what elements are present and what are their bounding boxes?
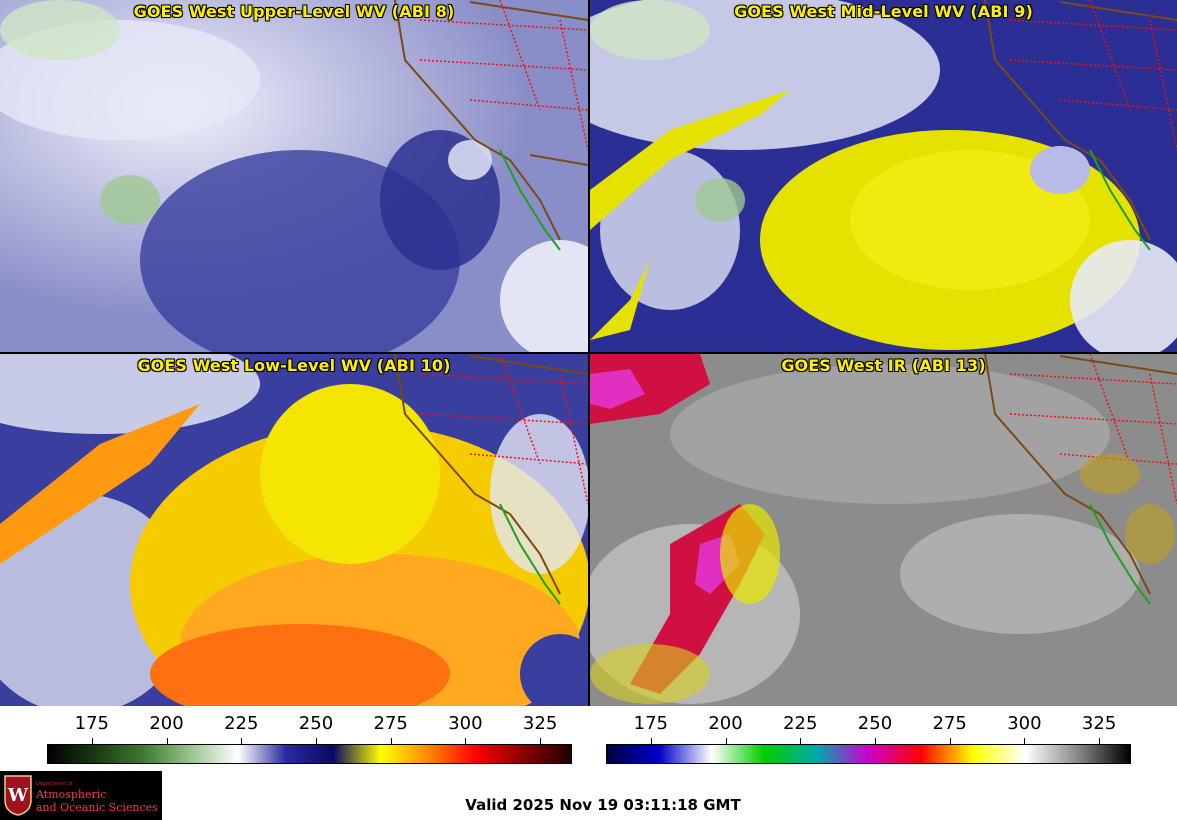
ir-image	[590, 354, 1177, 706]
colorbar-tick-label: 250	[857, 713, 893, 734]
colorbar-tick-mark	[874, 738, 876, 744]
colorbar-tick-mark	[949, 738, 951, 744]
panel-ir: GOES West IR (ABI 13)	[590, 354, 1177, 706]
colorbar-tick-label: 225	[224, 713, 259, 734]
colorbar-tick-mark	[1099, 738, 1101, 744]
logo-line-2: and Oceanic Sciences	[36, 801, 158, 814]
colorbar-tick-label: 300	[1007, 713, 1042, 734]
wv-colorbar: 175 200 225 250 275 300 325	[47, 713, 572, 765]
ir-colorbar: 175 200 225 250 275 300 325	[606, 713, 1131, 765]
logo-line-1: Atmospheric	[36, 788, 107, 801]
colorbar-tick-label: 325	[1081, 713, 1117, 734]
colorbar-tick-mark	[650, 738, 652, 744]
colorbar-tick-mark	[315, 738, 317, 744]
panel-title: GOES West IR (ABI 13)	[781, 356, 986, 375]
colorbar-tick-label: 275	[373, 713, 408, 734]
colorbar-tick-label: 175	[74, 713, 110, 734]
colorbar-tick-label: 325	[522, 713, 558, 734]
valid-time: Valid 2025 Nov 19 03:11:18 GMT	[465, 796, 741, 814]
colorbar-tick-label: 225	[783, 713, 818, 734]
wv-colorbar-gradient	[47, 744, 572, 764]
logo-department-text: Department of	[36, 781, 73, 787]
low-level-wv-image	[0, 354, 588, 706]
ir-colorbar-gradient	[606, 744, 1131, 764]
panel-title: GOES West Upper-Level WV (ABI 8)	[133, 2, 455, 21]
colorbar-tick-label: 200	[708, 713, 743, 734]
colorbar-tick-mark	[91, 738, 93, 744]
colorbar-tick-mark	[390, 738, 392, 744]
ir-colorbar-ticks: 175 200 225 250 275 300 325	[606, 713, 1131, 744]
colorbar-tick-label: 200	[149, 713, 184, 734]
colorbar-tick-label: 300	[448, 713, 483, 734]
colorbar-tick-mark	[1024, 738, 1026, 744]
colorbar-tick-mark	[465, 738, 467, 744]
colorbar-tick-mark	[166, 738, 168, 744]
upper-level-wv-image	[0, 0, 588, 352]
colorbar-tick-mark	[540, 738, 542, 744]
panel-upper-level-wv: GOES West Upper-Level WV (ABI 8)	[0, 0, 588, 352]
panel-title: GOES West Mid-Level WV (ABI 9)	[734, 2, 1033, 21]
svg-text:W: W	[7, 785, 29, 806]
colorbar-tick-label: 275	[932, 713, 967, 734]
aos-logo: W Department of Atmospheric and Oceanic …	[0, 771, 162, 820]
mid-level-wv-image	[590, 0, 1177, 352]
colorbar-tick-mark	[800, 738, 802, 744]
panel-low-level-wv: GOES West Low-Level WV (ABI 10)	[0, 354, 588, 706]
colorbar-tick-label: 175	[633, 713, 669, 734]
colorbar-tick-mark	[241, 738, 243, 744]
panel-title: GOES West Low-Level WV (ABI 10)	[137, 356, 451, 375]
colorbar-tick-mark	[725, 738, 727, 744]
panel-mid-level-wv: GOES West Mid-Level WV (ABI 9)	[590, 0, 1177, 352]
uw-seal-icon: W	[4, 775, 32, 816]
wv-colorbar-ticks: 175 200 225 250 275 300 325	[47, 713, 572, 744]
colorbar-tick-label: 250	[298, 713, 334, 734]
panel-divider-horizontal	[0, 352, 1177, 354]
